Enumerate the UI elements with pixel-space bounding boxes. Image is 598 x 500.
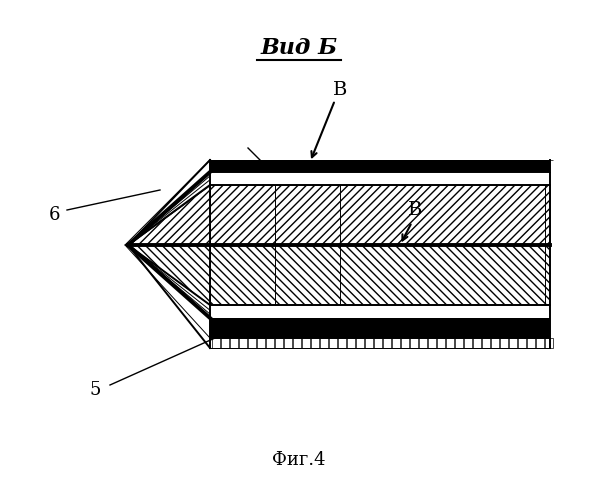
Bar [329, 338, 337, 348]
Bar [401, 338, 409, 348]
Text: В: В [408, 201, 422, 219]
Bar [284, 338, 292, 348]
Bar [482, 338, 490, 348]
Polygon shape [128, 245, 550, 305]
Bar [257, 338, 265, 348]
Bar [230, 338, 238, 348]
Bar [311, 338, 319, 348]
Bar [437, 338, 445, 348]
Bar [428, 338, 436, 348]
Bar [473, 338, 481, 348]
Bar [302, 338, 310, 348]
Bar [455, 338, 463, 348]
Bar [545, 338, 553, 348]
Bar [383, 338, 391, 348]
Bar [419, 338, 427, 348]
Text: Фиг.4: Фиг.4 [272, 451, 326, 469]
Bar [365, 338, 373, 348]
Bar [410, 338, 418, 348]
Bar [374, 338, 382, 348]
Bar [491, 338, 499, 348]
Bar [266, 338, 274, 348]
Bar [293, 338, 301, 348]
Text: В: В [333, 81, 347, 99]
Text: 5: 5 [89, 381, 100, 399]
Bar [248, 338, 256, 348]
Bar [509, 338, 517, 348]
Bar [338, 338, 346, 348]
Bar [347, 338, 355, 348]
Bar [527, 338, 535, 348]
Bar [392, 338, 400, 348]
Text: 6: 6 [49, 206, 61, 224]
Bar [464, 338, 472, 348]
Bar [275, 338, 283, 348]
Bar [212, 338, 220, 348]
Polygon shape [128, 185, 550, 245]
Bar [446, 338, 454, 348]
Bar [500, 338, 508, 348]
Bar [536, 338, 544, 348]
Text: Вид Б: Вид Б [261, 37, 337, 59]
Bar [239, 338, 247, 348]
Bar [221, 338, 229, 348]
Bar [356, 338, 364, 348]
Bar [320, 338, 328, 348]
Bar [518, 338, 526, 348]
